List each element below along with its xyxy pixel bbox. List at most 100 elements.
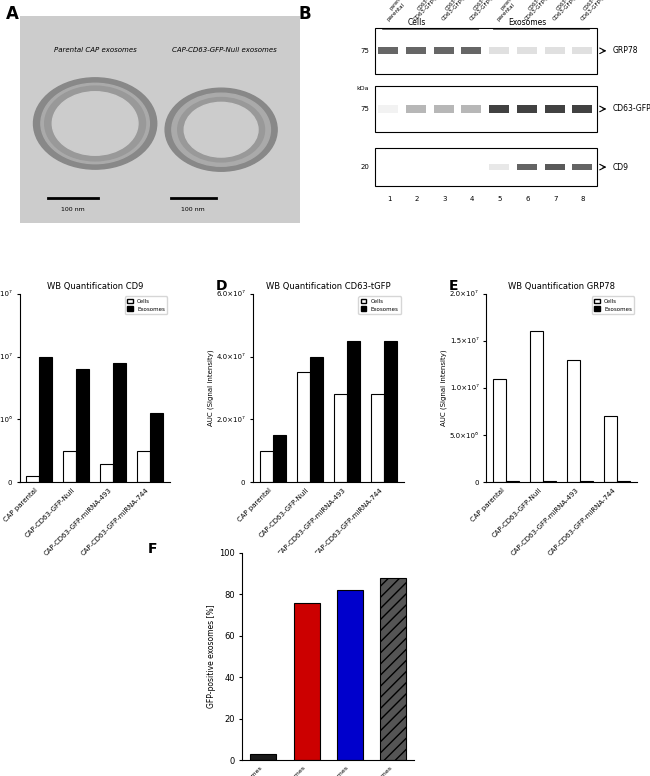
Circle shape	[172, 93, 270, 166]
Bar	[273, 435, 286, 483]
Text: CD63-GFP: CD63-GFP	[612, 105, 650, 113]
Y-axis label: AUC (Signal intensity): AUC (Signal intensity)	[441, 350, 447, 426]
Bar	[337, 591, 363, 760]
Bar	[375, 86, 597, 132]
Bar	[517, 47, 537, 54]
Legend: Cells, Exosomes: Cells, Exosomes	[358, 296, 401, 314]
Bar	[39, 356, 52, 483]
Text: 20: 20	[360, 164, 369, 170]
Bar	[375, 148, 597, 185]
Bar	[406, 47, 426, 54]
Bar	[375, 28, 597, 74]
Bar	[406, 105, 426, 113]
Text: CD63-GFP-miRNA-744: CD63-GFP-miRNA-744	[469, 0, 515, 22]
Bar	[406, 164, 426, 170]
Text: 75: 75	[360, 106, 369, 112]
Bar	[493, 379, 506, 483]
Title: WB Quantification CD63-tGFP: WB Quantification CD63-tGFP	[266, 282, 391, 292]
Bar	[462, 105, 482, 113]
Bar	[506, 481, 519, 483]
Bar	[378, 164, 398, 170]
Text: parental: parental	[500, 0, 517, 12]
Text: D: D	[215, 279, 227, 293]
Bar	[572, 47, 592, 54]
Text: A: A	[5, 5, 18, 23]
Bar	[380, 578, 406, 760]
Bar	[580, 481, 593, 483]
Bar	[76, 369, 89, 483]
Circle shape	[34, 78, 157, 169]
Text: 2: 2	[415, 196, 419, 203]
Bar	[489, 47, 509, 54]
Text: 6: 6	[525, 196, 530, 203]
Text: Cells: Cells	[408, 18, 426, 27]
Bar	[572, 164, 592, 170]
Bar	[113, 363, 126, 483]
Bar	[618, 481, 630, 483]
Bar	[517, 164, 537, 170]
Bar	[150, 413, 163, 483]
Text: CD63-GFP-miRNA-744: CD63-GFP-miRNA-744	[583, 0, 621, 12]
Text: CD63-GFP-Null: CD63-GFP-Null	[524, 0, 556, 22]
Text: 8: 8	[581, 196, 586, 203]
Bar	[545, 105, 565, 113]
Text: CD63-GFP-miRNA-493: CD63-GFP-miRNA-493	[552, 0, 598, 22]
Text: CAP-CD63-GFP-Null exosomes: CAP-CD63-GFP-Null exosomes	[172, 47, 276, 53]
Text: 7: 7	[553, 196, 558, 203]
Text: CD63-GFP-Null: CD63-GFP-Null	[413, 0, 445, 22]
Text: CD63-GFP-miRNA-493: CD63-GFP-miRNA-493	[445, 0, 483, 12]
Text: 1: 1	[387, 196, 391, 203]
Bar	[489, 164, 509, 170]
Text: CD63-GFP-miRNA-493: CD63-GFP-miRNA-493	[441, 0, 488, 22]
Title: WB Quantification GRP78: WB Quantification GRP78	[508, 282, 615, 292]
Title: WB Quantification CD9: WB Quantification CD9	[47, 282, 143, 292]
Text: parental: parental	[385, 2, 406, 22]
Text: Parental CAP exosomes: Parental CAP exosomes	[54, 47, 136, 53]
Text: 100 nm: 100 nm	[61, 206, 84, 212]
Text: GRP78: GRP78	[612, 47, 638, 55]
Bar	[434, 105, 454, 113]
Bar	[260, 451, 273, 483]
Bar	[434, 47, 454, 54]
Legend: Cells, Exosomes: Cells, Exosomes	[125, 296, 167, 314]
Bar	[137, 451, 150, 483]
Bar	[545, 164, 565, 170]
Circle shape	[177, 98, 265, 162]
Bar	[334, 394, 346, 483]
Bar	[370, 394, 383, 483]
Text: CD63-GFP-miRNA-744: CD63-GFP-miRNA-744	[580, 0, 626, 22]
Bar	[378, 47, 398, 54]
Bar	[310, 356, 322, 483]
Text: 4: 4	[470, 196, 474, 203]
Text: B: B	[298, 5, 311, 23]
Text: F: F	[148, 542, 158, 556]
Text: CD63-GFP-Null: CD63-GFP-Null	[417, 0, 444, 12]
Bar	[572, 105, 592, 113]
Bar	[250, 754, 276, 760]
Bar	[517, 105, 537, 113]
Bar	[604, 416, 617, 483]
Bar	[100, 463, 113, 483]
Text: kDa: kDa	[356, 85, 369, 91]
Text: E: E	[448, 279, 458, 293]
Circle shape	[52, 92, 138, 155]
Text: 3: 3	[442, 196, 447, 203]
Circle shape	[165, 88, 277, 171]
Text: CD9: CD9	[612, 163, 629, 171]
Text: CD63-GFP-miRNA-744: CD63-GFP-miRNA-744	[472, 0, 511, 12]
Bar	[543, 481, 556, 483]
Text: Exosomes: Exosomes	[508, 18, 547, 27]
Text: parental: parental	[389, 0, 406, 12]
Y-axis label: AUC (Signal intensity): AUC (Signal intensity)	[207, 350, 214, 426]
Bar	[489, 105, 509, 113]
Legend: Cells, Exosomes: Cells, Exosomes	[592, 296, 634, 314]
Bar	[384, 341, 396, 483]
Bar	[545, 47, 565, 54]
Bar	[63, 451, 76, 483]
Text: CD63-GFP-Null: CD63-GFP-Null	[528, 0, 554, 12]
Circle shape	[41, 83, 150, 164]
Bar	[27, 476, 39, 483]
Text: parental: parental	[497, 2, 516, 22]
Text: CD63-GFP-miRNA-493: CD63-GFP-miRNA-493	[555, 0, 594, 12]
Circle shape	[45, 86, 146, 161]
